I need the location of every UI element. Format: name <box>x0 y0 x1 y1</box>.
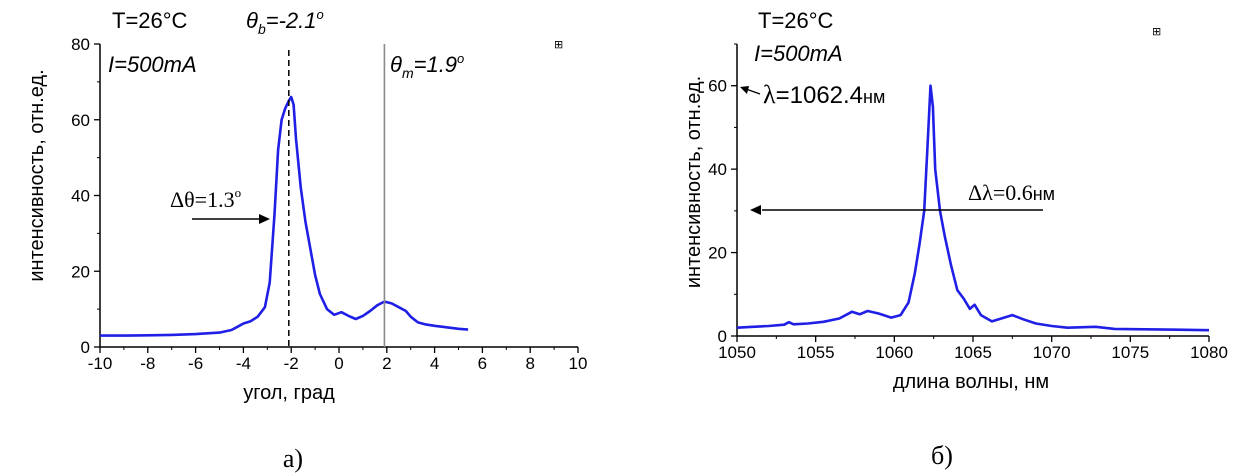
x-tick-label: 1075 <box>1111 343 1149 362</box>
theta-m-annotation: θm=1.9o <box>390 51 464 81</box>
current-label: I=500mA <box>754 41 843 66</box>
x-tick-label: 1055 <box>797 343 835 362</box>
lambda-arrow-head <box>740 86 749 94</box>
lambda-peak-annotation: λ=1062.4нм <box>763 80 885 109</box>
x-axis-label: угол, град <box>243 382 335 404</box>
delta-lambda-arrow-head <box>750 205 761 215</box>
panel-b: 1050 1055 1060 1065 1070 1075 1080 0 20 40 60 длина… <box>683 8 1228 470</box>
x-tick-label: -4 <box>236 354 251 373</box>
x-tick-label: 1065 <box>954 343 992 362</box>
marker-glyph: ⊞ <box>1152 25 1161 38</box>
delta-lambda-annotation: Δλ=0.6нм <box>968 180 1055 205</box>
theta-b-annotation: θb=-2.1o <box>246 7 324 37</box>
y-tick-label: 20 <box>708 244 727 263</box>
y-tick-label: 20 <box>71 262 90 281</box>
y-axis-label: интенсивность, отн.ед. <box>26 69 48 281</box>
y-tick-label: 60 <box>708 77 727 96</box>
x-tick-label: 4 <box>430 354 439 373</box>
y-tick-label: 40 <box>708 160 727 179</box>
y-tick-label: 80 <box>71 35 90 54</box>
delta-theta-annotation: Δθ=1.3o <box>170 185 241 212</box>
x-tick-label: 10 <box>569 354 588 373</box>
temperature-label: T=26°C <box>112 8 188 33</box>
x-axis-label: длина волны, нм <box>893 371 1049 393</box>
x-tick-label: 1050 <box>718 343 756 362</box>
x-tick-label: -2 <box>284 354 299 373</box>
delta-theta-arrow-head <box>259 214 270 224</box>
x-tick-label: 0 <box>334 354 343 373</box>
panel-b-caption: б) <box>931 441 953 470</box>
x-tick-label: -10 <box>88 354 113 373</box>
x-tick-label: 6 <box>478 354 487 373</box>
y-tick-label: 40 <box>71 187 90 206</box>
x-tick-label: 1070 <box>1033 343 1071 362</box>
panel-a-caption: а) <box>283 444 303 473</box>
y-axis-label: интенсивность, отн.ед. <box>683 76 705 288</box>
x-tick-label: -8 <box>140 354 155 373</box>
x-tick-label: 8 <box>525 354 534 373</box>
data-series-line <box>100 95 469 337</box>
y-tick-label: 60 <box>71 111 90 130</box>
y-tick-label: 0 <box>718 327 727 346</box>
data-series-line <box>736 84 1210 332</box>
x-tick-label: -6 <box>188 354 203 373</box>
marker-glyph: ⊞ <box>554 38 563 51</box>
lambda-arrow-shaft <box>745 88 761 95</box>
x-tick-label: 1060 <box>875 343 913 362</box>
y-tick-label: 0 <box>81 338 90 357</box>
temperature-label: T=26°C <box>758 8 834 33</box>
x-tick-label: 1080 <box>1190 343 1228 362</box>
x-tick-label: 2 <box>382 354 391 373</box>
current-label: I=500mA <box>108 52 197 77</box>
panel-a: -10 -8 -6 -4 -2 0 2 4 6 8 10 0 20 40 60 80 угол, град инт… <box>26 7 587 473</box>
